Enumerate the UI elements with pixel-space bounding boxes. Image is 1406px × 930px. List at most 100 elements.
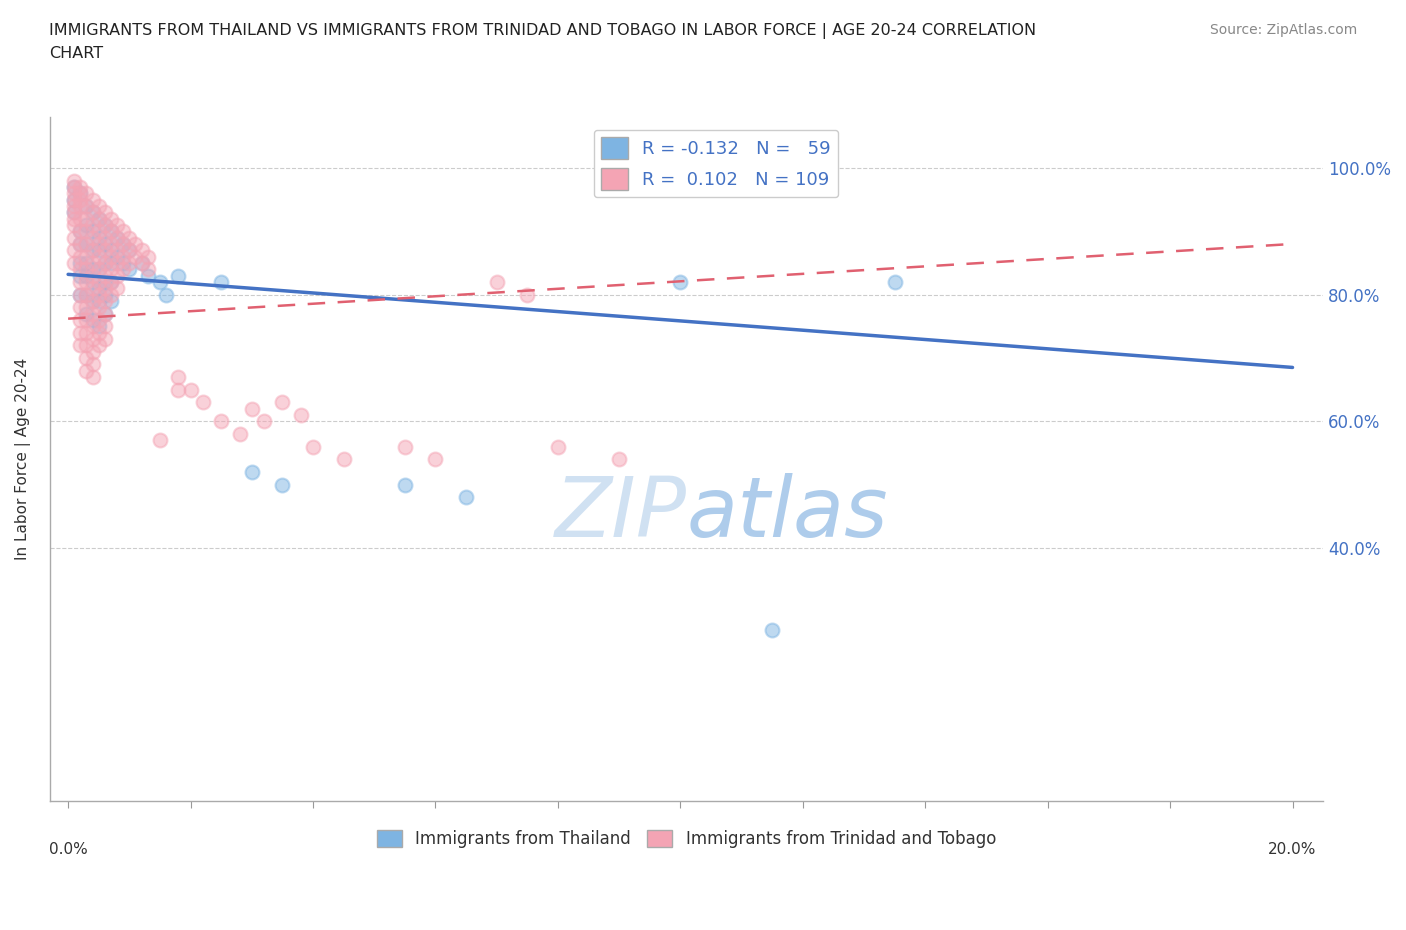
Point: [87, 236, 110, 251]
Point: [94, 236, 117, 251]
Point: [82, 344, 104, 359]
Point: [69, 211, 91, 226]
Point: [69, 312, 91, 327]
Point: [112, 256, 135, 271]
Point: [425, 452, 447, 467]
Point: [69, 268, 91, 283]
Point: [69, 326, 91, 340]
Point: [607, 452, 630, 467]
Point: [76, 351, 98, 365]
Point: [63, 218, 86, 232]
Point: [63, 211, 86, 226]
Point: [82, 274, 104, 289]
Point: [105, 231, 128, 246]
Point: [118, 243, 141, 258]
Point: [136, 268, 159, 283]
Point: [100, 249, 122, 264]
Point: [63, 179, 86, 194]
Point: [155, 287, 177, 302]
Text: Source: ZipAtlas.com: Source: ZipAtlas.com: [1209, 23, 1357, 37]
Point: [82, 294, 104, 309]
Point: [105, 249, 128, 264]
Point: [69, 249, 91, 264]
Point: [100, 243, 122, 258]
Point: [76, 268, 98, 283]
Point: [69, 186, 91, 201]
Point: [167, 382, 190, 397]
Point: [100, 294, 122, 309]
Point: [253, 414, 276, 429]
Point: [240, 401, 263, 416]
Point: [76, 224, 98, 239]
Point: [94, 205, 117, 219]
Point: [167, 369, 190, 384]
Point: [82, 193, 104, 207]
Point: [94, 243, 117, 258]
Point: [76, 236, 98, 251]
Point: [669, 274, 692, 289]
Point: [87, 312, 110, 327]
Point: [63, 205, 86, 219]
Y-axis label: In Labor Force | Age 20-24: In Labor Force | Age 20-24: [15, 358, 31, 561]
Point: [180, 382, 202, 397]
Point: [82, 224, 104, 239]
Point: [76, 186, 98, 201]
Point: [69, 193, 91, 207]
Point: [69, 287, 91, 302]
Point: [87, 338, 110, 352]
Point: [82, 205, 104, 219]
Point: [69, 224, 91, 239]
Point: [87, 287, 110, 302]
Point: [82, 306, 104, 321]
Point: [547, 439, 569, 454]
Point: [76, 198, 98, 213]
Point: [82, 243, 104, 258]
Text: ZIP: ZIP: [554, 473, 686, 554]
Point: [69, 179, 91, 194]
Point: [76, 262, 98, 277]
Point: [271, 395, 294, 410]
Legend: Immigrants from Thailand, Immigrants from Trinidad and Tobago: Immigrants from Thailand, Immigrants fro…: [370, 823, 1002, 855]
Point: [82, 256, 104, 271]
Point: [94, 306, 117, 321]
Point: [100, 236, 122, 251]
Point: [63, 179, 86, 194]
Point: [63, 173, 86, 188]
Point: [136, 262, 159, 277]
Point: [69, 287, 91, 302]
Text: 20.0%: 20.0%: [1268, 843, 1316, 857]
Point: [69, 186, 91, 201]
Point: [63, 193, 86, 207]
Point: [76, 306, 98, 321]
Point: [69, 224, 91, 239]
Text: IMMIGRANTS FROM THAILAND VS IMMIGRANTS FROM TRINIDAD AND TOBAGO IN LABOR FORCE |: IMMIGRANTS FROM THAILAND VS IMMIGRANTS F…: [49, 23, 1036, 61]
Point: [485, 274, 508, 289]
Point: [94, 331, 117, 346]
Point: [76, 312, 98, 327]
Point: [69, 262, 91, 277]
Point: [394, 439, 416, 454]
Point: [82, 205, 104, 219]
Point: [94, 306, 117, 321]
Point: [94, 268, 117, 283]
Point: [105, 268, 128, 283]
Point: [63, 231, 86, 246]
Point: [94, 256, 117, 271]
Point: [94, 256, 117, 271]
Point: [112, 236, 135, 251]
Point: [69, 338, 91, 352]
Point: [271, 477, 294, 492]
Point: [87, 262, 110, 277]
Point: [94, 218, 117, 232]
Point: [63, 256, 86, 271]
Point: [454, 490, 477, 505]
Point: [82, 268, 104, 283]
Point: [136, 249, 159, 264]
Point: [302, 439, 325, 454]
Point: [82, 218, 104, 232]
Point: [94, 231, 117, 246]
Point: [112, 262, 135, 277]
Point: [100, 224, 122, 239]
Point: [94, 281, 117, 296]
Point: [100, 224, 122, 239]
